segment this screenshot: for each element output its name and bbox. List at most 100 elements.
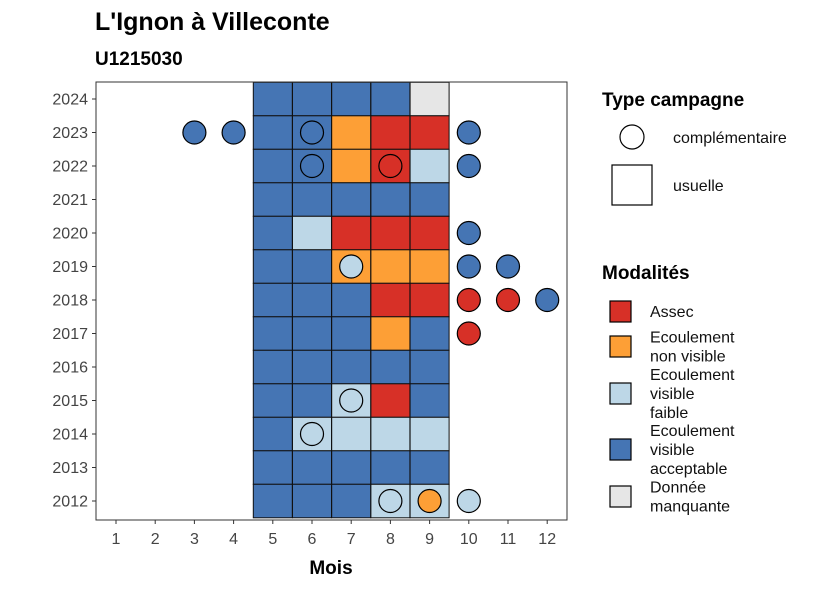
tile-usuelle-2015-8 [370, 383, 411, 418]
chart-title: L'Ignon à Villeconte [95, 8, 330, 36]
tile-usuelle-2020-8 [370, 215, 411, 251]
tile-usuelle-2021-7 [331, 182, 372, 217]
point-complementaire-2022-6 [299, 153, 325, 179]
point-complementaire-2017-10 [456, 321, 481, 346]
tile-usuelle-2020-6 [292, 215, 332, 251]
y-tick-label: 2021 [52, 192, 88, 209]
tile-usuelle-2021-9 [409, 182, 450, 217]
x-tick-label: 5 [268, 531, 277, 548]
y-tick-label: 2019 [52, 259, 88, 276]
legend-key-label: Ecoulement visible acceptable [650, 423, 735, 478]
tile-usuelle-2014-8 [370, 416, 411, 452]
tile-usuelle-2013-6 [292, 450, 332, 485]
legend-type-title: Type campagne [602, 90, 744, 111]
tile-usuelle-2016-8 [370, 349, 411, 385]
tile-usuelle-2013-8 [370, 450, 411, 485]
tile-usuelle-2020-9 [409, 215, 450, 251]
legend-key-label: Assec [650, 304, 694, 321]
x-tick-label: 11 [500, 531, 517, 548]
y-tick-label: 2022 [52, 159, 88, 176]
tile-usuelle-2021-8 [370, 182, 411, 217]
tile-usuelle-2014-7 [331, 416, 372, 452]
tile-usuelle-2018-9 [409, 282, 450, 318]
x-tick-label: 9 [425, 531, 434, 548]
y-tick-label: 2016 [52, 360, 88, 377]
legend-key-swatch [609, 485, 632, 508]
point-complementaire-2014-6 [299, 421, 325, 447]
y-tick-label: 2018 [52, 293, 88, 310]
tile-usuelle-2017-5 [252, 316, 293, 351]
point-complementaire-2019-11 [495, 254, 521, 279]
point-complementaire-2020-10 [456, 220, 481, 246]
tile-usuelle-2019-8 [370, 249, 411, 284]
legend-circle-icon [619, 124, 645, 150]
tile-usuelle-2024-6 [292, 81, 332, 117]
tile-usuelle-2023-9 [409, 115, 450, 150]
y-tick-label: 2020 [52, 226, 88, 243]
legend: Type campagne complémentaire usuelle Modali… [602, 90, 787, 516]
tile-usuelle-2012-6 [292, 483, 332, 519]
tile-usuelle-2020-7 [331, 215, 372, 251]
tile-usuelle-2012-7 [331, 483, 372, 519]
point-complementaire-2022-10 [456, 153, 481, 179]
point-complementaire-2015-7 [339, 388, 364, 413]
tile-usuelle-2015-6 [292, 383, 332, 418]
tile-usuelle-2022-9 [409, 148, 450, 184]
x-axis-label: Mois [309, 558, 352, 579]
point-complementaire-2012-10 [456, 488, 481, 514]
tile-usuelle-2022-5 [252, 148, 293, 184]
x-tick-label: 4 [229, 531, 238, 548]
tile-usuelle-2014-9 [409, 416, 450, 452]
point-complementaire-2012-8 [378, 488, 403, 514]
y-tick-label: 2013 [52, 460, 88, 477]
x-tick-label: 1 [112, 531, 121, 548]
tile-usuelle-2016-6 [292, 349, 332, 385]
tile-usuelle-2013-7 [331, 450, 372, 485]
legend-type-label: complémentaire [673, 130, 787, 147]
tile-usuelle-2014-5 [252, 416, 293, 452]
tile-usuelle-2024-9 [409, 81, 450, 117]
tile-usuelle-2020-5 [252, 215, 293, 251]
y-tick-label: 2012 [52, 494, 88, 511]
plot-area: 1 2 3 4 5 6 7 8 9 10 11 122012201320142015201620172… [52, 81, 568, 548]
legend-type-label: usuelle [673, 178, 724, 195]
y-tick-label: 2017 [52, 326, 88, 343]
point-complementaire-2019-10 [456, 254, 481, 279]
tile-usuelle-2021-5 [252, 182, 293, 217]
legend-square-icon [611, 164, 653, 206]
point-complementaire-2018-10 [456, 287, 481, 313]
tile-usuelle-2017-7 [331, 316, 372, 351]
point-complementaire-2022-8 [378, 153, 403, 179]
legend-key-label: Donnée manquante [650, 480, 730, 516]
legend-key-swatch [609, 335, 632, 358]
tile-usuelle-2017-6 [292, 316, 332, 351]
legend-modalites-title: Modalités [602, 263, 690, 284]
y-tick-label: 2023 [52, 125, 88, 142]
tile-usuelle-2012-5 [252, 483, 293, 519]
point-complementaire-2018-12 [535, 287, 560, 313]
point-complementaire-2023-4 [221, 120, 246, 145]
tile-usuelle-2021-6 [292, 182, 332, 217]
tile-usuelle-2023-5 [252, 115, 293, 150]
tile-usuelle-2016-9 [409, 349, 450, 385]
tile-usuelle-2017-8 [370, 316, 411, 351]
legend-key-swatch [609, 438, 632, 461]
point-complementaire-2012-9 [417, 488, 442, 514]
legend-key-swatch [609, 382, 632, 405]
y-tick-label: 2024 [52, 92, 88, 109]
tile-usuelle-2013-5 [252, 450, 293, 485]
tile-usuelle-2024-8 [370, 81, 411, 117]
panel-border [95, 81, 568, 521]
x-tick-label: 8 [386, 531, 395, 548]
point-complementaire-2023-3 [182, 120, 207, 145]
point-complementaire-2023-6 [299, 120, 325, 145]
tile-usuelle-2019-9 [409, 249, 450, 284]
x-tick-label: 3 [190, 531, 199, 548]
tile-usuelle-2018-5 [252, 282, 293, 318]
tile-usuelle-2019-6 [292, 249, 332, 284]
tile-usuelle-2023-7 [331, 115, 372, 150]
tile-usuelle-2023-8 [370, 115, 411, 150]
tile-usuelle-2015-5 [252, 383, 293, 418]
tile-usuelle-2016-5 [252, 349, 293, 385]
x-tick-label: 2 [151, 531, 160, 548]
